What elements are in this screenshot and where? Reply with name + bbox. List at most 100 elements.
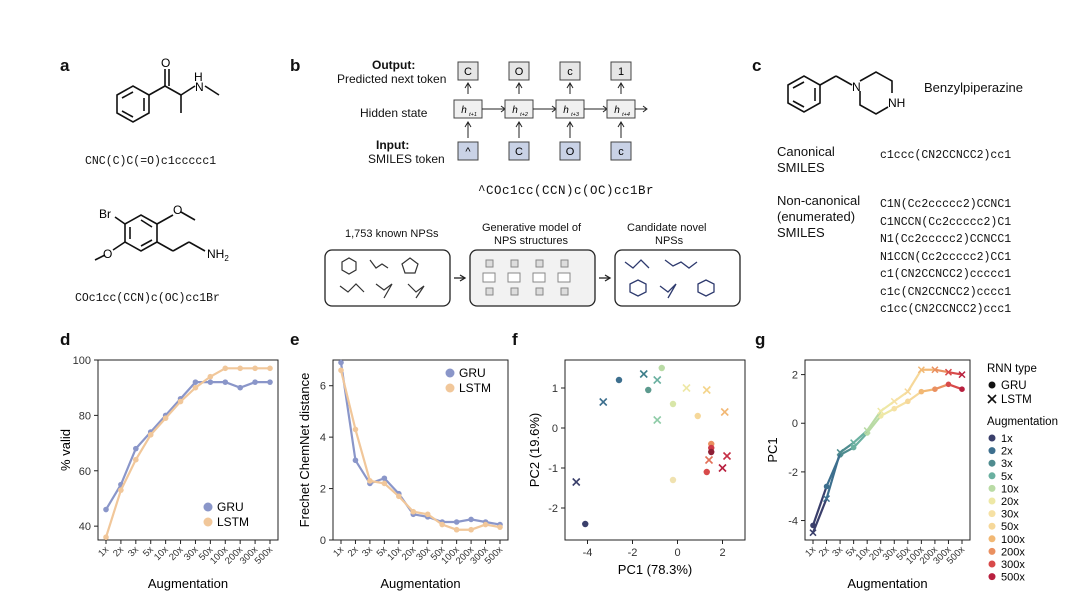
- x-marker-stroke: [877, 407, 885, 415]
- output-token-box: [610, 61, 632, 81]
- legend-marker-augmentation: [988, 547, 996, 555]
- legend-title-rnn-type: RNN type: [987, 363, 1037, 375]
- legend-label-augmentation: 1x: [1001, 433, 1013, 445]
- data-point-lstm: [453, 526, 460, 533]
- y-tick-label: 2: [792, 370, 798, 382]
- data-point-lstm: [809, 529, 817, 537]
- data-point-lstm: [192, 384, 199, 391]
- noncanonical-label-1: Non-canonical: [777, 193, 861, 208]
- x-tick-label: -2: [628, 547, 638, 559]
- benzylpiperazine-structure: N NH: [787, 71, 905, 115]
- scatter-point-lstm: [718, 463, 727, 473]
- data-point-lstm: [177, 398, 184, 405]
- scatter-point-gru: [582, 520, 589, 528]
- x-axis-label: Augmentation: [847, 576, 927, 591]
- legend-marker-lstm: [203, 517, 213, 527]
- x-axis-label: PC1 (78.3%): [618, 562, 692, 577]
- legend-label-lstm: LSTM: [217, 515, 249, 529]
- legend-label-augmentation: 100x: [1001, 534, 1025, 546]
- x-tick-label: -4: [583, 547, 593, 559]
- y-tick-label: 0: [792, 418, 798, 430]
- x-marker-stroke: [702, 385, 711, 395]
- output-token: O: [515, 66, 524, 78]
- data-point-gru: [468, 516, 474, 523]
- data-point-lstm: [836, 448, 844, 456]
- legend-marker-augmentation: [988, 522, 996, 530]
- data-point-lstm: [890, 397, 898, 405]
- input-title: Input:: [376, 138, 410, 152]
- series-segment-lstm: [811, 498, 828, 534]
- right-arrow-head: [642, 105, 648, 113]
- x-tick-label: 2x: [346, 544, 361, 559]
- enumerated-smiles-item: N1(Cc2ccccc2)CCNCC1: [880, 233, 1012, 246]
- hidden-state-box: [606, 99, 636, 119]
- scatter-point-lstm: [702, 385, 711, 395]
- x-marker-stroke: [718, 463, 727, 473]
- plot-frame: [97, 359, 279, 541]
- input-token: ^: [465, 146, 471, 158]
- data-point-lstm: [424, 511, 431, 518]
- example-smiles-sequence: ^COc1cc(CCN)c(OC)cc1Br: [478, 184, 655, 198]
- scatter-point-lstm: [639, 369, 648, 379]
- legend-label-augmentation: 5x: [1001, 471, 1013, 483]
- x-tick-label: 500x: [253, 544, 276, 567]
- data-point-gru: [267, 379, 273, 385]
- y-axis-label: PC2 (19.6%): [527, 413, 542, 487]
- x-marker-stroke: [599, 397, 608, 407]
- data-point-gru: [381, 475, 388, 482]
- legend-label-lstm: LSTM: [1001, 394, 1032, 406]
- up-arrow-head: [617, 121, 625, 128]
- data-point-lstm: [133, 456, 139, 463]
- data-point-gru: [945, 381, 952, 388]
- data-point-lstm: [147, 431, 154, 438]
- data-point-gru: [453, 519, 460, 525]
- y-tick-label: 4: [320, 432, 326, 444]
- output-token-box: [457, 61, 479, 81]
- legend-label-gru: GRU: [459, 366, 486, 380]
- x-marker-stroke: [836, 448, 844, 456]
- legend-marker-augmentation: [988, 535, 996, 543]
- data-point-lstm: [410, 508, 417, 515]
- chart-pc1-augmentation: -4 -2 0 2 1x2x3x5x10x20x30x50x100x200x300x50…: [765, 359, 1058, 591]
- data-point-lstm: [497, 524, 503, 530]
- y-tick-label: 2: [320, 484, 326, 496]
- data-point-lstm: [904, 388, 912, 396]
- noncanonical-label-3: SMILES: [777, 225, 825, 240]
- y-tick-label: 60: [79, 466, 91, 478]
- legend-marker-augmentation: [988, 510, 996, 518]
- box3-title-1: Candidate novel: [627, 222, 707, 234]
- y-tick-label: -1: [548, 463, 558, 475]
- scatter-point-gru: [669, 476, 677, 484]
- x-marker-stroke: [987, 394, 997, 404]
- data-point-gru: [850, 444, 857, 451]
- box3-title-2: NPSs: [655, 235, 684, 247]
- data-point-gru: [352, 457, 359, 464]
- legend-marker-gru: [203, 502, 213, 512]
- data-point-gru: [252, 379, 258, 385]
- mol1-oxygen-atom: O: [161, 56, 170, 70]
- canonical-smiles: c1ccc(CN2CCNCC2)cc1: [880, 149, 1012, 162]
- input-token: C: [515, 146, 523, 158]
- hidden-state-subscript: t+1: [469, 112, 477, 118]
- y-tick-label: 0: [320, 535, 326, 547]
- panel-c-label: c: [752, 56, 762, 75]
- scatter-point-gru: [708, 448, 715, 456]
- input-subtitle: SMILES token: [368, 152, 445, 166]
- scatter-point-lstm: [704, 455, 714, 465]
- x-marker-stroke: [682, 383, 691, 393]
- mol2-smiles: COc1cc(CCN)c(OC)cc1Br: [75, 292, 220, 305]
- x-marker-stroke: [722, 451, 732, 461]
- hidden-state-token: h: [461, 105, 467, 116]
- legend-marker-gru: [445, 368, 455, 378]
- workflow-diagram: [324, 249, 741, 307]
- y-tick-label: 0: [552, 423, 558, 435]
- legend-marker-augmentation: [988, 472, 996, 480]
- enumerated-smiles-item: c1c(CN2CCNCC2)cccc1: [880, 285, 1012, 299]
- hidden-state-box: [453, 99, 483, 119]
- series-line-lstm: [104, 367, 270, 538]
- x-marker-stroke: [823, 495, 831, 503]
- output-token: c: [567, 66, 573, 78]
- legend-label-augmentation: 200x: [1001, 546, 1025, 558]
